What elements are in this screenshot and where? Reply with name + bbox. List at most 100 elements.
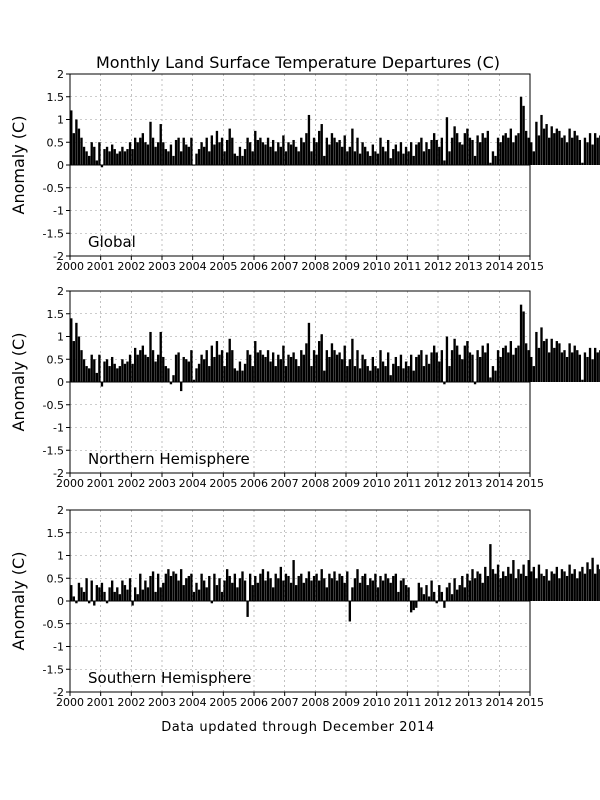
bar (338, 352, 341, 382)
bar (330, 578, 334, 601)
bar (121, 146, 124, 165)
bar (162, 142, 165, 165)
bar (402, 578, 405, 601)
y-tick-label: 1.5 (47, 308, 65, 321)
bar (453, 578, 456, 601)
bar (174, 139, 178, 165)
bar (553, 133, 556, 165)
bar (494, 370, 497, 382)
bar (289, 144, 293, 165)
bar (463, 587, 467, 601)
y-tick-label: -1.5 (43, 444, 64, 457)
bar (351, 128, 354, 165)
bar (208, 366, 211, 382)
bar (297, 575, 300, 601)
bar (266, 137, 270, 165)
bar (144, 142, 147, 165)
bar (205, 350, 208, 382)
bar (162, 356, 165, 382)
bar (343, 582, 346, 601)
bar (576, 350, 579, 382)
bar (87, 368, 91, 382)
bar (507, 352, 510, 382)
bar (448, 582, 451, 601)
bar (93, 601, 96, 606)
bar (512, 142, 515, 165)
bar (108, 587, 111, 601)
bar (274, 151, 277, 165)
x-tick-label: 2003 (148, 477, 176, 490)
bar (146, 587, 150, 601)
bar (151, 350, 155, 382)
bar (392, 149, 395, 165)
bar (473, 382, 477, 385)
bar (535, 578, 538, 601)
bar (277, 142, 280, 165)
bar (555, 128, 559, 165)
bar (432, 133, 436, 165)
bar (141, 589, 145, 601)
bar (154, 591, 157, 601)
bar (440, 350, 444, 382)
bar (197, 589, 201, 601)
bar (269, 361, 272, 382)
bar (494, 573, 497, 601)
bar (399, 354, 403, 382)
bar (489, 544, 492, 601)
bar (231, 582, 234, 601)
bar (126, 589, 129, 601)
bar (144, 580, 147, 601)
x-tick-label: 2002 (117, 477, 145, 490)
bar (504, 575, 507, 601)
bar (243, 580, 247, 601)
bar (215, 341, 219, 382)
bar (210, 135, 214, 165)
bar (179, 569, 183, 601)
bar (547, 352, 551, 382)
bar (519, 96, 523, 165)
x-tick-label: 2001 (87, 477, 115, 490)
bar (407, 587, 410, 601)
data-updated-note: Data updated through December 2014 (161, 720, 435, 735)
bar (294, 585, 298, 601)
bar (366, 585, 369, 601)
bar (82, 146, 86, 165)
bar (164, 573, 168, 601)
bar (302, 582, 306, 601)
bar (524, 343, 528, 382)
bar (591, 144, 594, 165)
bar (333, 571, 336, 601)
y-axis-label: Anomaly (C) (9, 552, 28, 651)
bar (169, 144, 173, 165)
bar (466, 341, 469, 382)
bar (438, 585, 441, 601)
bar (591, 557, 594, 601)
bar (491, 366, 495, 382)
panel-label: Global (88, 233, 136, 251)
bar (596, 564, 599, 601)
bar (578, 571, 582, 601)
bar (310, 580, 313, 601)
bar (80, 587, 83, 601)
bar (312, 575, 316, 601)
bar (195, 368, 198, 382)
bar (346, 366, 349, 382)
bar (588, 133, 592, 165)
bar (113, 363, 116, 382)
bar (458, 585, 461, 601)
bar (448, 151, 451, 165)
x-tick-label: 2001 (87, 260, 115, 273)
bar (397, 591, 400, 601)
bar (443, 382, 446, 385)
bar (374, 366, 377, 382)
bar (578, 139, 582, 165)
bar (445, 336, 449, 382)
bar (236, 370, 239, 382)
bar (100, 165, 104, 168)
bar (139, 350, 142, 382)
bar (535, 121, 538, 165)
bar (305, 133, 308, 165)
bar (545, 338, 548, 382)
x-tick-label: 2006 (240, 477, 268, 490)
x-tick-label: 2015 (516, 696, 544, 709)
